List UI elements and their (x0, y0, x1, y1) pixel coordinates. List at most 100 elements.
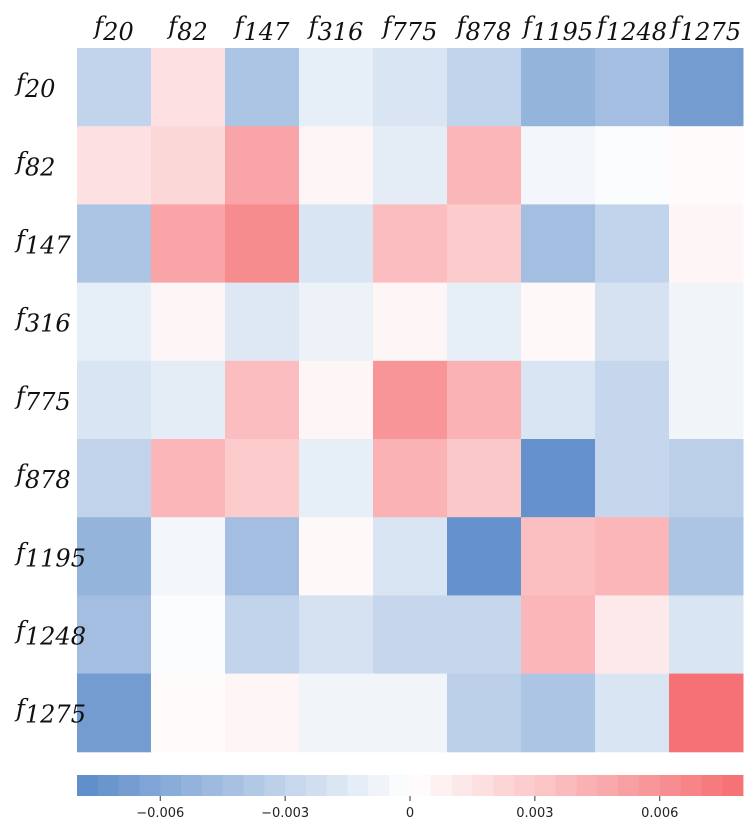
heatmap-cell (299, 48, 374, 127)
heatmap-cell (669, 439, 744, 518)
colorbar-step (305, 775, 328, 796)
heatmap-cells (77, 48, 744, 753)
colorbar-step (139, 775, 161, 796)
heatmap-cell (669, 360, 744, 440)
heatmap-cell (521, 48, 596, 127)
colorbar-step (597, 775, 619, 796)
colorbar-step (118, 775, 140, 796)
column-label: f775 (381, 12, 438, 46)
heatmap-cell (151, 517, 226, 596)
heatmap-cell (595, 439, 670, 518)
heatmap-cell (521, 517, 596, 596)
colorbar-step (534, 775, 557, 796)
colorbar-tick-label: −0.003 (261, 806, 309, 821)
heatmap-cell (225, 673, 300, 753)
row-label: f775 (14, 382, 71, 416)
colorbar-step (576, 775, 598, 796)
heatmap-cell (521, 360, 596, 440)
heatmap-cell (151, 282, 226, 362)
colorbar-step (181, 775, 203, 796)
heatmap-cell (77, 439, 152, 518)
heatmap-cell (373, 439, 448, 518)
heatmap-cell (77, 595, 152, 675)
heatmap-cell (669, 595, 744, 675)
heatmap-cell (151, 673, 226, 753)
heatmap-cell (521, 439, 596, 518)
heatmap-cell (151, 48, 226, 127)
colorbar-step (701, 775, 723, 796)
heatmap-cell (373, 360, 448, 440)
heatmap-cell (595, 48, 670, 127)
heatmap-cell (373, 204, 448, 284)
heatmap-cell (447, 48, 522, 127)
heatmap-cell (595, 595, 670, 675)
row-label: f20 (14, 69, 55, 103)
heatmap-cell (299, 439, 374, 518)
colorbar-step (389, 775, 411, 796)
column-label: f316 (307, 12, 364, 46)
heatmap-cell (299, 360, 374, 440)
colorbar-step (243, 775, 265, 796)
colorbar-step (680, 775, 702, 796)
colorbar-step (555, 775, 577, 796)
heatmap-cell (447, 282, 522, 362)
heatmap-cell (77, 360, 152, 440)
heatmap-cell (225, 204, 300, 284)
heatmap-cell (521, 126, 596, 205)
colorbar-step (368, 775, 390, 796)
heatmap-cell (299, 204, 374, 284)
column-label: f147 (233, 12, 290, 46)
heatmap-cell (447, 204, 522, 284)
heatmap-cell (225, 595, 300, 675)
heatmap-cell (225, 282, 300, 362)
heatmap-cell (299, 517, 374, 596)
colorbar-step (410, 775, 432, 796)
heatmap-cell (521, 673, 596, 753)
colorbar-step (514, 775, 536, 796)
row-label: f1195 (14, 538, 86, 572)
row-label: f1275 (14, 695, 86, 729)
heatmap-cell (447, 439, 522, 518)
column-label: f82 (166, 12, 207, 46)
colorbar-step (347, 775, 369, 796)
colorbar-tick-label: 0.003 (516, 806, 553, 821)
heatmap-cell (669, 517, 744, 596)
heatmap-cell (373, 126, 448, 205)
heatmap-cell (225, 126, 300, 205)
colorbar-tick-label: 0 (406, 806, 414, 821)
heatmap-cell (77, 48, 152, 127)
heatmap-cell (77, 282, 152, 362)
colorbar-step (97, 775, 120, 796)
heatmap-cell (595, 204, 670, 284)
row-label: f147 (14, 226, 71, 260)
heatmap-cell (299, 673, 374, 753)
column-label: f1195 (521, 12, 593, 46)
colorbar-step (638, 775, 661, 796)
column-label: f878 (455, 12, 512, 46)
heatmap-cell (373, 595, 448, 675)
heatmap-cell (373, 48, 448, 127)
heatmap-cell (595, 673, 670, 753)
heatmap-cell (669, 282, 744, 362)
heatmap-cell (77, 517, 152, 596)
heatmap-cell (77, 204, 152, 284)
colorbar-step (77, 775, 99, 796)
colorbar-step (326, 775, 348, 796)
heatmap-cell (373, 282, 448, 362)
column-label: f1275 (669, 12, 741, 46)
heatmap-cell (447, 673, 522, 753)
colorbar-tick-label: 0.006 (641, 806, 678, 821)
column-label: f20 (92, 12, 133, 46)
heatmap-cell (373, 517, 448, 596)
colorbar-step (451, 775, 473, 796)
colorbar-step (618, 775, 640, 796)
heatmap-cell (447, 517, 522, 596)
heatmap-cell (669, 48, 744, 127)
heatmap-cell (595, 126, 670, 205)
column-labels: f20 f82 f147 f316 f775 f878 f1195 f1248 f1275 (92, 12, 741, 46)
colorbar-step (659, 775, 681, 796)
row-label: f82 (14, 147, 55, 181)
heatmap-cell (151, 360, 226, 440)
row-label: f316 (14, 304, 71, 338)
heatmap-cell (373, 673, 448, 753)
